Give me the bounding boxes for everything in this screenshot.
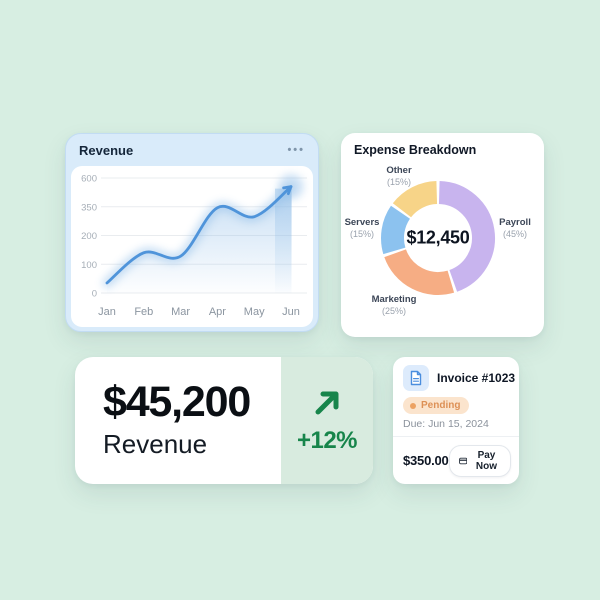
svg-text:Feb: Feb xyxy=(134,306,153,318)
revenue-line-chart: 0 100 200 350 600 Jan Feb Mar Apr May Jun xyxy=(81,174,307,318)
credit-card-icon xyxy=(458,457,467,464)
more-menu-icon[interactable]: ••• xyxy=(287,143,305,156)
svg-text:Apr: Apr xyxy=(209,306,226,318)
pay-now-button[interactable]: Pay Now xyxy=(448,444,511,477)
revenue-card-title: Revenue xyxy=(79,142,134,158)
donut-label-other-name: Other xyxy=(386,165,412,176)
svg-text:600: 600 xyxy=(81,174,97,185)
svg-text:350: 350 xyxy=(81,202,97,213)
invoice-amount: $350.00 xyxy=(403,453,449,468)
revenue-delta: +12% xyxy=(296,426,358,454)
revenue-card-header: Revenue ••• xyxy=(66,134,318,166)
due-date: Due: Jun 15, 2024 xyxy=(403,418,489,430)
invoice-footer: $350.00 Pay Now xyxy=(403,437,511,484)
svg-text:Mar: Mar xyxy=(171,306,190,318)
donut-label-servers-name: Servers xyxy=(344,217,380,228)
svg-text:Jun: Jun xyxy=(282,306,300,318)
donut-label-other: Other (15%) xyxy=(367,165,431,188)
status-dot xyxy=(410,402,416,409)
revenue-chart-card: Revenue ••• 0 100 200 350 600 Jan Feb Mar Apr May… xyxy=(65,133,319,332)
donut-center-value: $12,450 xyxy=(406,227,470,248)
svg-text:200: 200 xyxy=(81,231,97,242)
donut-label-payroll-name: Payroll xyxy=(499,217,531,228)
revenue-stat-card: $45,200 Revenue +12% xyxy=(75,357,373,484)
revenue-trend-panel: +12% xyxy=(281,357,373,484)
revenue-stat-left: $45,200 Revenue xyxy=(75,357,281,484)
svg-text:100: 100 xyxy=(81,260,97,271)
pay-now-label: Pay Now xyxy=(475,449,498,472)
invoice-footer-divider xyxy=(393,436,519,437)
svg-text:Jan: Jan xyxy=(98,306,116,318)
donut-label-payroll: Payroll (45%) xyxy=(487,217,543,240)
invoice-card: Invoice #1023 Pending Due: Jun 15, 2024 … xyxy=(393,357,519,484)
revenue-chart-panel: 0 100 200 350 600 Jan Feb Mar Apr May Jun xyxy=(71,166,313,327)
invoice-title: Invoice #1023 xyxy=(437,371,516,385)
donut-label-marketing-pct: (25%) xyxy=(381,305,406,316)
revenue-amount: $45,200 xyxy=(103,378,251,426)
donut-label-marketing-name: Marketing xyxy=(371,294,417,305)
donut-label-servers-pct: (15%) xyxy=(349,228,374,239)
donut-label-payroll-pct: (45%) xyxy=(502,228,527,239)
status-label: Pending xyxy=(421,400,461,411)
expense-breakdown-card: Expense Breakdown $12,450 Other (15%) Pa… xyxy=(341,133,544,337)
expense-donut-chart xyxy=(381,181,495,295)
donut-label-marketing: Marketing (25%) xyxy=(362,294,426,317)
trend-up-arrow-icon xyxy=(315,391,339,414)
revenue-amount-label: Revenue xyxy=(103,429,208,459)
donut-label-servers: Servers (15%) xyxy=(341,217,383,240)
donut-label-other-pct: (15%) xyxy=(386,176,411,187)
svg-text:May: May xyxy=(244,306,265,318)
svg-text:0: 0 xyxy=(92,289,97,300)
invoice-document-icon xyxy=(403,365,429,391)
invoice-header: Invoice #1023 xyxy=(403,365,515,391)
status-badge: Pending xyxy=(403,397,470,414)
expense-card-title: Expense Breakdown xyxy=(354,143,477,157)
